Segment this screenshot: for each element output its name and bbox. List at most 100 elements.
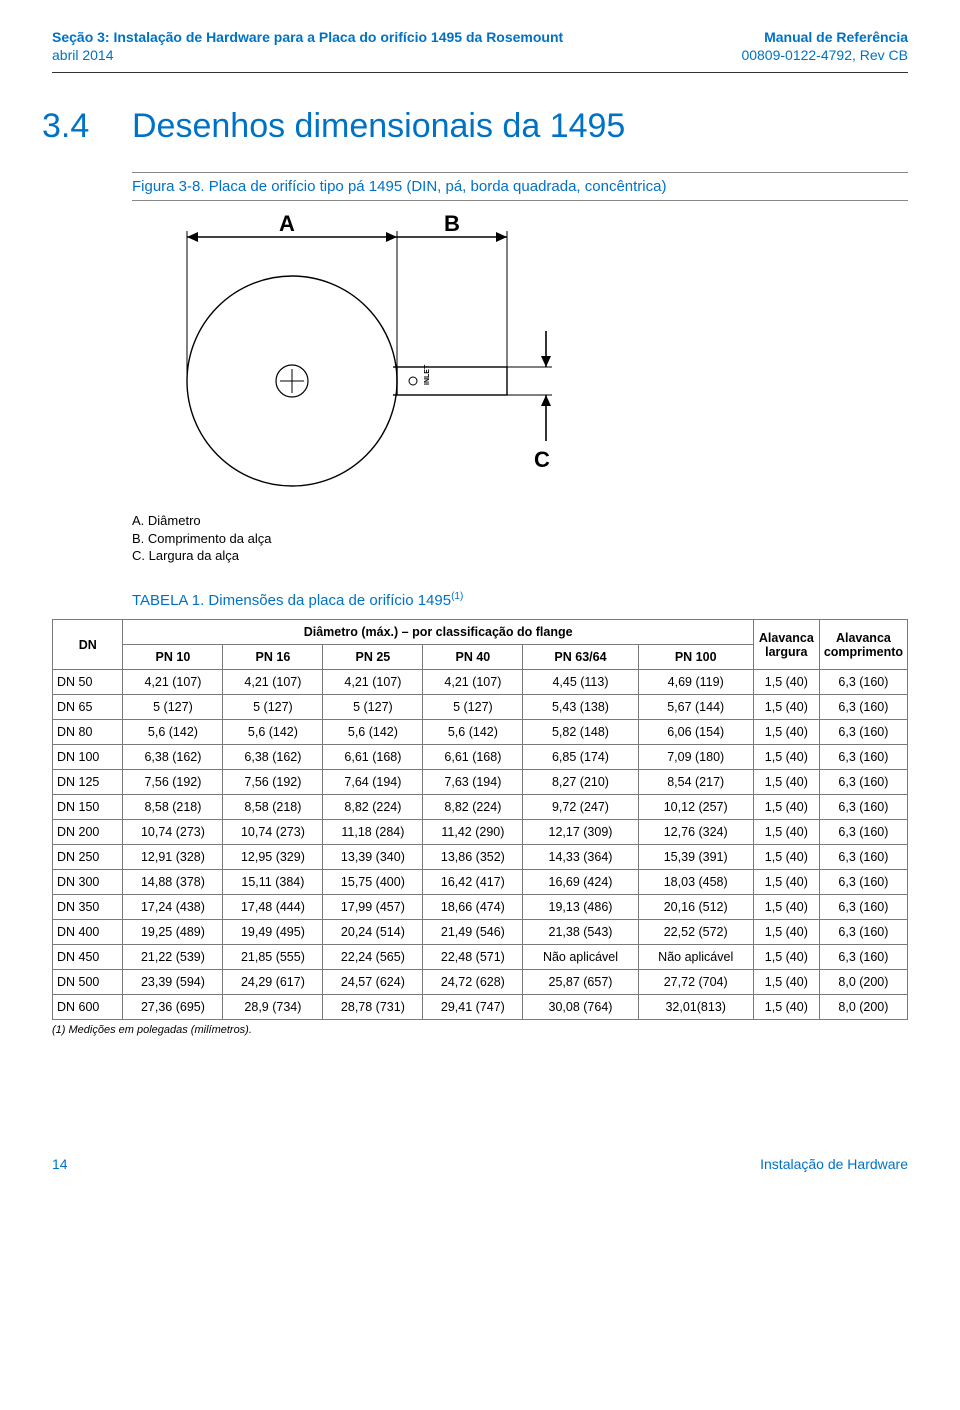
- figure-legend: A. Diâmetro B. Comprimento da alça C. La…: [132, 512, 908, 565]
- table-cell: 8,0 (200): [819, 995, 907, 1020]
- table-cell: 24,72 (628): [423, 970, 523, 995]
- table-cell: 6,3 (160): [819, 870, 907, 895]
- table-cell: 7,56 (192): [123, 770, 223, 795]
- table-cell: 22,48 (571): [423, 945, 523, 970]
- table-cell: 7,63 (194): [423, 770, 523, 795]
- table-cell: 6,3 (160): [819, 745, 907, 770]
- table-cell: 27,72 (704): [638, 970, 753, 995]
- table-cell: 30,08 (764): [523, 995, 638, 1020]
- table-cell: DN 200: [53, 820, 123, 845]
- table-cell: 8,54 (217): [638, 770, 753, 795]
- table-cell: 13,39 (340): [323, 845, 423, 870]
- table-cell: 18,03 (458): [638, 870, 753, 895]
- col-pn10: PN 10: [123, 645, 223, 670]
- table-cell: DN 125: [53, 770, 123, 795]
- table-cell: 6,61 (168): [423, 745, 523, 770]
- header-section-title: Seção 3: Instalação de Hardware para a P…: [52, 28, 563, 46]
- table-cell: 22,24 (565): [323, 945, 423, 970]
- table-cell: 21,49 (546): [423, 920, 523, 945]
- table-cell: DN 450: [53, 945, 123, 970]
- table-cell: DN 350: [53, 895, 123, 920]
- table-cell: 1,5 (40): [753, 995, 819, 1020]
- inlet-label: INLET: [424, 364, 431, 385]
- table-cell: 10,12 (257): [638, 795, 753, 820]
- table-cell: 6,3 (160): [819, 845, 907, 870]
- table-cell: DN 50: [53, 670, 123, 695]
- table-cell: DN 65: [53, 695, 123, 720]
- table-cell: 4,21 (107): [423, 670, 523, 695]
- col-pn40: PN 40: [423, 645, 523, 670]
- table-cell: 12,17 (309): [523, 820, 638, 845]
- col-pn16: PN 16: [223, 645, 323, 670]
- table-cell: DN 600: [53, 995, 123, 1020]
- table-cell: 19,25 (489): [123, 920, 223, 945]
- table-row: DN 1508,58 (218)8,58 (218)8,82 (224)8,82…: [53, 795, 908, 820]
- table-cell: 16,69 (424): [523, 870, 638, 895]
- table-cell: 13,86 (352): [423, 845, 523, 870]
- legend-c: C. Largura da alça: [132, 547, 908, 565]
- table-cell: 5 (127): [123, 695, 223, 720]
- table-cell: 5 (127): [323, 695, 423, 720]
- table-cell: 17,99 (457): [323, 895, 423, 920]
- table-cell: DN 250: [53, 845, 123, 870]
- table-cell: 1,5 (40): [753, 745, 819, 770]
- table-cell: 15,75 (400): [323, 870, 423, 895]
- table-cell: 6,06 (154): [638, 720, 753, 745]
- table-cell: 17,48 (444): [223, 895, 323, 920]
- table-cell: 28,78 (731): [323, 995, 423, 1020]
- table-cell: 6,3 (160): [819, 670, 907, 695]
- dim-b-label: B: [444, 211, 460, 236]
- table-cell: 11,18 (284): [323, 820, 423, 845]
- table-cell: 1,5 (40): [753, 970, 819, 995]
- table-cell: 11,42 (290): [423, 820, 523, 845]
- header-docnum: 00809-0122-4792, Rev CB: [741, 46, 908, 64]
- table-caption: TABELA 1. Dimensões da placa de orifício…: [132, 591, 908, 609]
- table-cell: 5,6 (142): [423, 720, 523, 745]
- col-pn25: PN 25: [323, 645, 423, 670]
- table-cell: Não aplicável: [638, 945, 753, 970]
- section-heading: 3.4 Desenhos dimensionais da 1495: [42, 107, 908, 146]
- table-row: DN 20010,74 (273)10,74 (273)11,18 (284)1…: [53, 820, 908, 845]
- table-row: DN 1257,56 (192)7,56 (192)7,64 (194)7,63…: [53, 770, 908, 795]
- table-cell: 20,16 (512): [638, 895, 753, 920]
- table-cell: DN 400: [53, 920, 123, 945]
- table-row: DN 1006,38 (162)6,38 (162)6,61 (168)6,61…: [53, 745, 908, 770]
- table-cell: DN 150: [53, 795, 123, 820]
- table-cell: 1,5 (40): [753, 670, 819, 695]
- table-row: DN 805,6 (142)5,6 (142)5,6 (142)5,6 (142…: [53, 720, 908, 745]
- table-row: DN 25012,91 (328)12,95 (329)13,39 (340)1…: [53, 845, 908, 870]
- table-cell: 8,82 (224): [423, 795, 523, 820]
- table-cell: 7,09 (180): [638, 745, 753, 770]
- table-cell: 28,9 (734): [223, 995, 323, 1020]
- table-caption-text: TABELA 1. Dimensões da placa de orifício…: [132, 592, 451, 609]
- dimensions-table: DN Diâmetro (máx.) – por classificação d…: [52, 619, 908, 1020]
- table-cell: 19,49 (495): [223, 920, 323, 945]
- legend-b: B. Comprimento da alça: [132, 530, 908, 548]
- table-cell: 21,38 (543): [523, 920, 638, 945]
- table-row: DN 50023,39 (594)24,29 (617)24,57 (624)2…: [53, 970, 908, 995]
- table-cell: 5,6 (142): [223, 720, 323, 745]
- table-cell: 6,3 (160): [819, 770, 907, 795]
- table-cell: 5,67 (144): [638, 695, 753, 720]
- table-cell: 32,01(813): [638, 995, 753, 1020]
- table-cell: 7,56 (192): [223, 770, 323, 795]
- table-row: DN 30014,88 (378)15,11 (384)15,75 (400)1…: [53, 870, 908, 895]
- table-cell: 6,85 (174): [523, 745, 638, 770]
- figure-caption: Figura 3-8. Placa de orifício tipo pá 14…: [132, 172, 908, 201]
- dim-a-label: A: [279, 211, 295, 236]
- table-cell: 6,3 (160): [819, 795, 907, 820]
- table-cell: 6,38 (162): [123, 745, 223, 770]
- table-cell: 5 (127): [423, 695, 523, 720]
- table-cell: 29,41 (747): [423, 995, 523, 1020]
- table-cell: DN 300: [53, 870, 123, 895]
- table-cell: 1,5 (40): [753, 895, 819, 920]
- table-cell: DN 500: [53, 970, 123, 995]
- header-divider: [52, 72, 908, 73]
- page-header: Seção 3: Instalação de Hardware para a P…: [52, 28, 908, 64]
- table-cell: 25,87 (657): [523, 970, 638, 995]
- col-pn6364: PN 63/64: [523, 645, 638, 670]
- table-cell: 14,33 (364): [523, 845, 638, 870]
- table-row: DN 40019,25 (489)19,49 (495)20,24 (514)2…: [53, 920, 908, 945]
- page-footer: 14 Instalação de Hardware: [52, 1156, 908, 1172]
- table-cell: 8,27 (210): [523, 770, 638, 795]
